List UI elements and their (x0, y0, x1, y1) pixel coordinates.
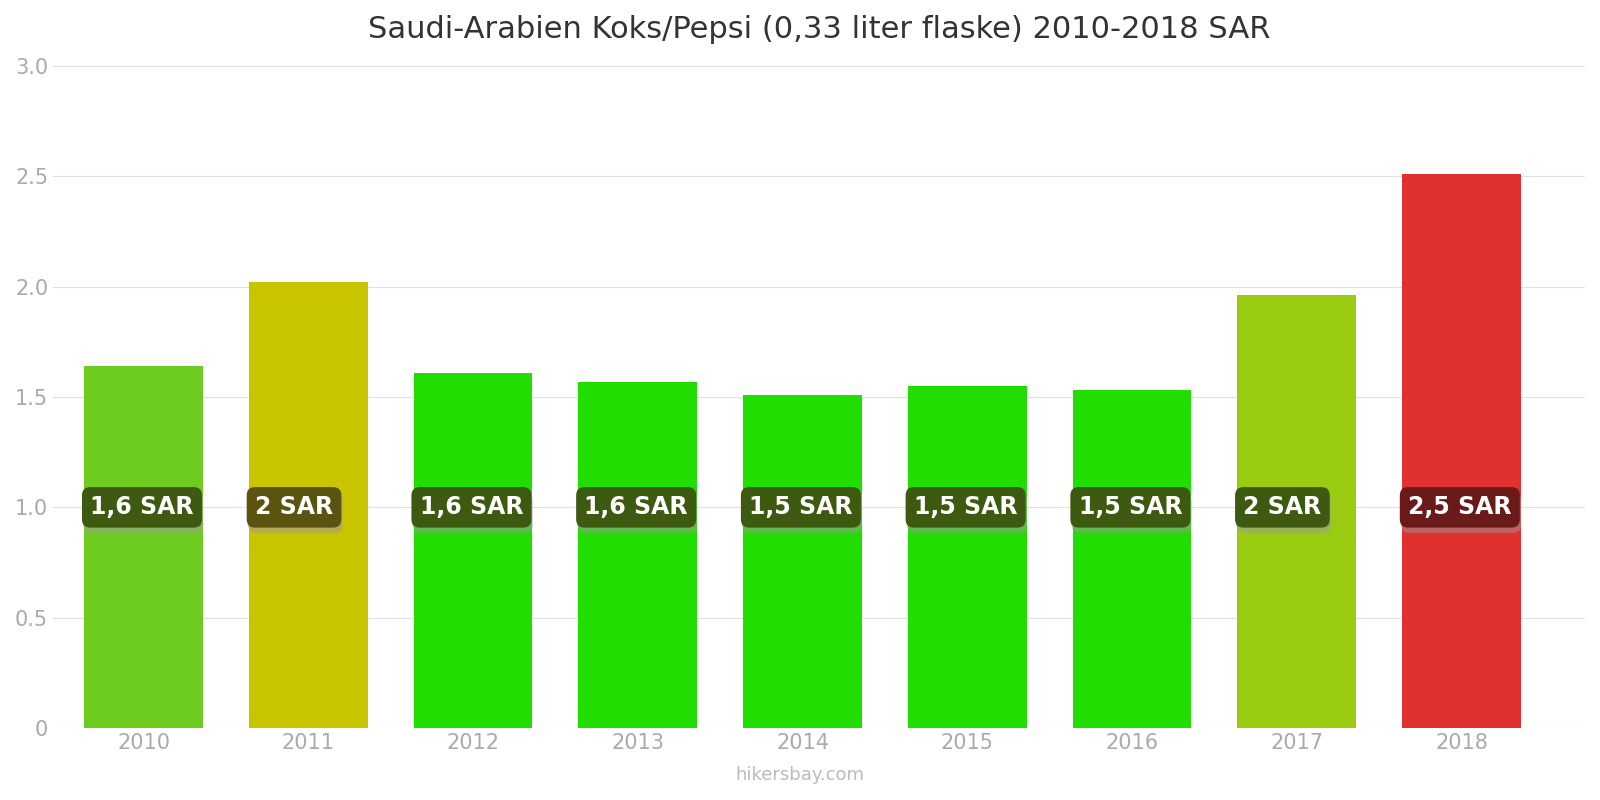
Bar (579, 382, 698, 728)
Bar (414, 373, 533, 728)
Text: 1,5 SAR: 1,5 SAR (750, 501, 854, 525)
Text: 2 SAR: 2 SAR (254, 495, 333, 519)
Text: 2 SAR: 2 SAR (1243, 495, 1322, 519)
Text: 1,5 SAR: 1,5 SAR (749, 495, 853, 519)
Text: 2 SAR: 2 SAR (1245, 501, 1323, 525)
Text: 1,5 SAR: 1,5 SAR (1078, 495, 1182, 519)
Text: 2 SAR: 2 SAR (256, 501, 334, 525)
Text: 1,5 SAR: 1,5 SAR (915, 501, 1019, 525)
Text: hikersbay.com: hikersbay.com (736, 766, 864, 784)
Text: 2,5 SAR: 2,5 SAR (1410, 501, 1514, 525)
Title: Saudi-Arabien Koks/Pepsi (0,33 liter flaske) 2010-2018 SAR: Saudi-Arabien Koks/Pepsi (0,33 liter fla… (368, 15, 1270, 44)
Bar (907, 386, 1027, 728)
Bar (250, 282, 368, 728)
Bar (744, 394, 862, 728)
Bar (1237, 295, 1357, 728)
Text: 1,5 SAR: 1,5 SAR (914, 495, 1018, 519)
Bar (1402, 174, 1520, 728)
Text: 1,6 SAR: 1,6 SAR (91, 501, 195, 525)
Text: 1,6 SAR: 1,6 SAR (419, 495, 523, 519)
Text: 2,5 SAR: 2,5 SAR (1408, 495, 1512, 519)
Text: 1,6 SAR: 1,6 SAR (584, 495, 688, 519)
Bar (1072, 390, 1192, 728)
Bar (85, 366, 203, 728)
Text: 1,6 SAR: 1,6 SAR (90, 495, 194, 519)
Text: 1,6 SAR: 1,6 SAR (586, 501, 690, 525)
Text: 1,6 SAR: 1,6 SAR (421, 501, 525, 525)
Text: 1,5 SAR: 1,5 SAR (1080, 501, 1184, 525)
